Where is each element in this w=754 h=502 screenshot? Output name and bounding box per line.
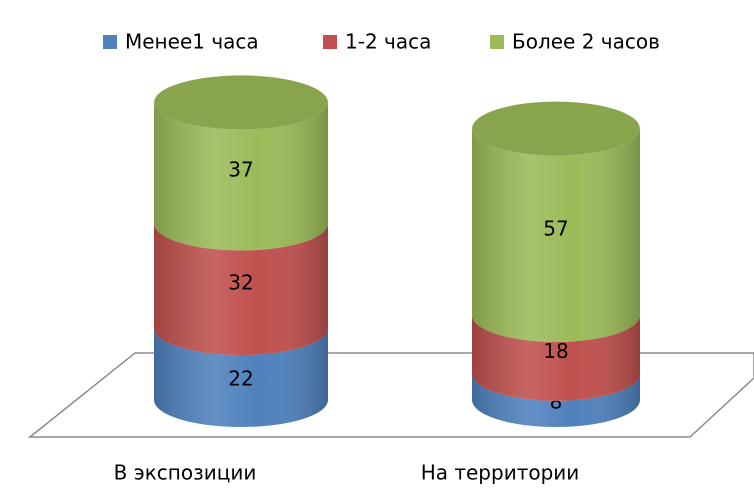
cylinder-top (154, 75, 328, 130)
segment-shading (472, 128, 640, 342)
data-label: 32 (228, 270, 253, 294)
data-label: 37 (228, 158, 253, 182)
data-label: 22 (228, 367, 253, 391)
data-label: 57 (543, 216, 568, 240)
legend-swatch (323, 35, 337, 49)
legend-label: Менее1 часа (125, 30, 259, 54)
data-label: 18 (543, 339, 568, 363)
segment-shading (154, 223, 328, 356)
segment-shading (472, 314, 640, 401)
segment-shading (154, 102, 328, 251)
cylinder-top (472, 101, 640, 156)
segment-shading (472, 373, 640, 427)
x-tick-label: В экспозиции (114, 461, 257, 485)
legend-swatch (490, 35, 504, 49)
legend-label: Более 2 часов (512, 30, 660, 54)
floor (27, 352, 754, 438)
x-tick-label: На территории (421, 461, 580, 485)
legend-label: 1-2 часа (345, 30, 431, 54)
legend-swatch (103, 35, 117, 49)
segment-shading (154, 328, 328, 427)
